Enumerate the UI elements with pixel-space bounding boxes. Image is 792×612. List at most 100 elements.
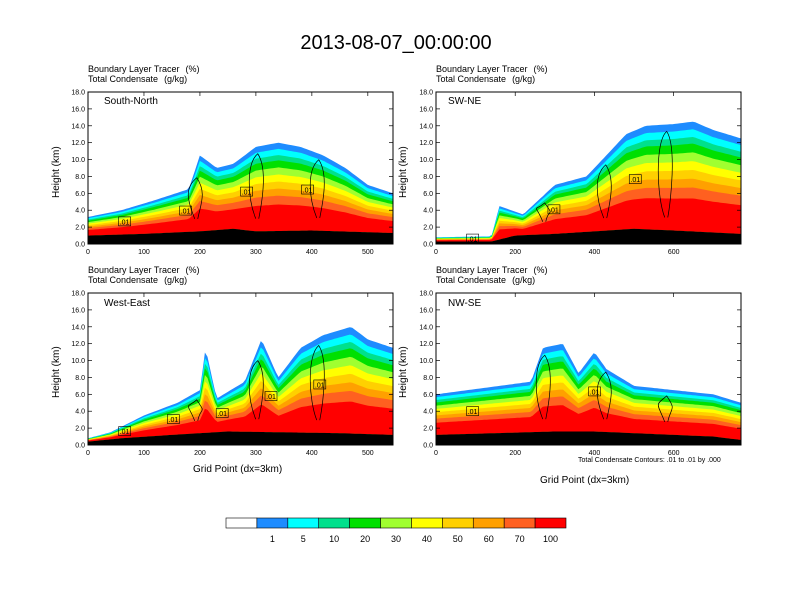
colorbar-label-9: 70 — [514, 534, 525, 544]
panel-2-ytick-label-2: 4.0 — [423, 208, 433, 215]
panel-2-xtick-label-3: 600 — [668, 249, 680, 256]
colorbar-label-3: 10 — [329, 534, 340, 544]
panel-3-ytick-label-4: 8.0 — [75, 375, 85, 382]
colorbar-label-8: 60 — [483, 534, 494, 544]
panel-4-xtick-label-3: 600 — [668, 450, 680, 457]
panel-4-contour-3 — [657, 395, 673, 422]
panel-1-ytick-label-4: 8.0 — [75, 174, 85, 181]
panel-1-name: South-North — [104, 96, 158, 107]
panel-2-subtitle: Boundary Layer Tracer (%) Total Condensat… — [436, 64, 548, 84]
panel-1-ytick-label-3: 6.0 — [75, 191, 85, 198]
panel-1-xtick-label-2: 200 — [194, 249, 206, 256]
panel-1-contour-label-1: .01 — [120, 219, 130, 226]
colorbar-label-5: 30 — [390, 534, 401, 544]
panel-2-contour-label-1: .01 — [468, 237, 478, 244]
panel-3-contour-3 — [309, 345, 325, 421]
panel-4-ytick-label-3: 6.0 — [423, 392, 433, 399]
panel-3-xtick-label-1: 100 — [138, 450, 150, 457]
panel-2-ylabel: Height (km) — [398, 146, 409, 198]
panel-3-ytick-label-0: 0.0 — [75, 443, 85, 450]
panel-2-contour-label-box-2 — [547, 204, 561, 215]
panel-1-ytick-label-1: 2.0 — [75, 225, 85, 232]
panel-3-ytick-label-2: 4.0 — [75, 409, 85, 416]
colorbar-label-4: 20 — [360, 534, 371, 544]
panel-1-contour-3 — [309, 159, 325, 219]
panel-1-ytick-label-9: 18.0 — [71, 90, 85, 97]
panel-1-ytick-label-8: 16.0 — [71, 106, 85, 113]
colorbar-swatch-9 — [472, 517, 505, 529]
panel-3-contour-label-box-4 — [264, 391, 278, 401]
panel-4-plot: .01 .01 0.0 2.0 4.0 6.0 8.0 10.0 12.0 14.0 16.0 18.… — [419, 291, 742, 457]
panel-2-contour-label-2: .01 — [549, 207, 559, 214]
panel-1-subtitle: Boundary Layer Tracer (%) Total Condensat… — [88, 64, 200, 84]
panel-2-xtick-label-0: 0 — [434, 249, 438, 256]
panel-4-location-marker — [586, 433, 595, 441]
panel-3-xtick-label-4: 400 — [306, 450, 318, 457]
panel-2-contour-label-3: .01 — [630, 177, 640, 184]
panel-3-ylabel: Height (km) — [51, 346, 62, 398]
colorbar-label-7: 50 — [452, 534, 463, 544]
panel-1-xtick-label-0: 0 — [86, 249, 90, 256]
panel-4-band-10 — [436, 405, 741, 440]
panel-2-frame — [435, 91, 742, 245]
panel-4-ytick-label-1: 2.0 — [423, 426, 433, 433]
panel-3-ytick-label-8: 16.0 — [71, 307, 85, 314]
panel-3-contour-label-5: .01 — [315, 382, 325, 389]
panel-3-ytick-label-5: 10.0 — [71, 358, 85, 365]
panel-3-contour-label-1: .01 — [120, 429, 130, 436]
panel-1-xtick-label-5: 500 — [362, 249, 374, 256]
panel-1-ytick-label-7: 14.0 — [71, 123, 85, 130]
panel-3-contour-label-3: .01 — [217, 411, 227, 418]
panel-4-contour-2 — [596, 371, 612, 420]
panel-3-xlabel: Grid Point (dx=3km) — [193, 464, 283, 475]
panel-1-xtick-label-3: 300 — [250, 249, 262, 256]
panel-1-band-10 — [88, 204, 393, 236]
panel-1-contour-1 — [187, 177, 203, 220]
panel-1-contour-label-box-4 — [301, 184, 314, 195]
panel-2-ytick-label-5: 10.0 — [419, 157, 433, 164]
panel-3-contour-2 — [248, 360, 264, 420]
panel-4-contour-label-2: .01 — [590, 389, 600, 396]
panel-4-ytick-label-8: 16.0 — [419, 307, 433, 314]
panel-1-contour-label-2: .01 — [181, 209, 191, 216]
panel-4-ytick-label-4: 8.0 — [423, 375, 433, 382]
panel-4-ylabel: Height (km) — [398, 346, 409, 398]
panel-3-contour-label-box-5 — [313, 379, 327, 390]
panel-4-xtick-label-0: 0 — [434, 450, 438, 457]
colorbar-swatch-6 — [380, 517, 412, 529]
panel-3-frame — [87, 292, 394, 446]
panel-2-ytick-label-7: 14.0 — [419, 123, 433, 130]
panel-4-contour-1 — [535, 354, 551, 420]
panel-2-contour-2 — [596, 164, 612, 219]
panel-3-contour-label-box-3 — [215, 408, 229, 418]
panel-2-xtick-label-1: 200 — [509, 249, 521, 256]
panel-1-contour-label-box-2 — [179, 205, 192, 216]
panel-1-contour-2 — [248, 153, 264, 219]
panel-1-contour-label-3: .01 — [242, 190, 252, 197]
panel-3-band-10 — [88, 401, 393, 442]
panel-3-subtitle: Boundary Layer Tracer (%) Total Condensat… — [88, 265, 200, 285]
panel-2-name: SW-NE — [448, 96, 482, 107]
colorbar-label-6: 40 — [421, 534, 432, 544]
panel-4-frame — [435, 292, 742, 446]
colorbar-swatch-2 — [256, 517, 289, 529]
panel-4-ytick-label-5: 10.0 — [419, 358, 433, 365]
panel-4-subtitle: Boundary Layer Tracer (%) Total Condensat… — [436, 265, 548, 285]
panel-2-ytick-label-1: 2.0 — [423, 225, 433, 232]
colorbar-swatch-3 — [287, 517, 320, 529]
panel-2-ytick-label-4: 8.0 — [423, 174, 433, 181]
panel-1-location-marker — [237, 232, 246, 240]
panel-2-band-10 — [436, 198, 741, 242]
panel-1-xtick-label-4: 400 — [306, 249, 318, 256]
panel-4-ytick-label-2: 4.0 — [423, 409, 433, 416]
panel-2-ytick-label-0: 0.0 — [423, 242, 433, 249]
panel-3-plot: .01 .01 .01 .01 .01 0.0 2.0 4.0 6.0 8.0 10.0 12.0 14… — [71, 291, 394, 457]
panel-2-contour-label-box-3 — [628, 174, 642, 184]
panel-3-name: West-East — [104, 298, 150, 309]
panel-3-ytick-label-6: 12.0 — [71, 341, 85, 348]
panel-2-contour-3 — [657, 130, 673, 218]
panel-3-xtick-label-3: 300 — [250, 450, 262, 457]
panel-2-plot: .01 .01 .01 0.0 2.0 4.0 6.0 8.0 10.0 12.0 14.0 16.0… — [419, 90, 742, 256]
colorbar-swatch-5 — [349, 517, 381, 529]
panel-1-contour-label-box-1 — [118, 216, 131, 227]
